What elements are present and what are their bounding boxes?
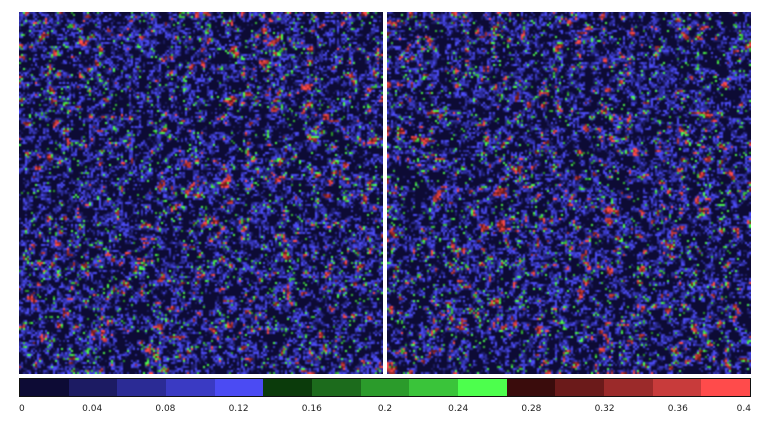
colorbar-swatch [166, 379, 215, 396]
colorbar-swatch [20, 379, 69, 396]
colorbar-tick-label: 0 [19, 404, 25, 414]
colorbar-tick-label: 0.36 [667, 404, 688, 414]
colorbar-swatch [652, 379, 702, 396]
colorbar-tick-label: 0.4 [736, 404, 751, 414]
colorbar-swatch [312, 379, 361, 396]
colorbar-tick-label: 0.12 [228, 404, 249, 414]
colorbar-tick-label: 0.2 [377, 404, 393, 414]
colorbar-swatch [555, 379, 605, 396]
heatmap-canvas-right [387, 12, 751, 374]
colorbar-tick-label: 0.24 [448, 404, 469, 414]
colorbar-tick-label: 0.16 [301, 404, 322, 414]
heatmap-canvas-left [19, 12, 383, 374]
colorbar-swatch [263, 379, 313, 396]
heatmap-panel-right [387, 12, 751, 374]
colorbar [19, 378, 751, 397]
heatmap-panel-left [19, 12, 383, 374]
colorbar-swatch [117, 379, 167, 396]
colorbar-swatch [458, 379, 507, 396]
colorbar-swatch [360, 379, 410, 396]
colorbar-tick-label: 0.28 [521, 404, 542, 414]
colorbar-tick-label: 0.04 [82, 404, 103, 414]
colorbar-swatch [701, 379, 751, 396]
colorbar-swatch [214, 379, 264, 396]
colorbar-swatch [604, 379, 653, 396]
colorbar-ticks: 0 0.04 0.08 0.12 0.16 0.2 0.24 0.28 0.32 0.36 0.4 [19, 404, 751, 418]
colorbar-swatch [506, 379, 556, 396]
colorbar-swatch [68, 379, 118, 396]
colorbar-swatch [409, 379, 459, 396]
colorbar-tick-label: 0.08 [155, 404, 176, 414]
colorbar-tick-label: 0.32 [594, 404, 615, 414]
